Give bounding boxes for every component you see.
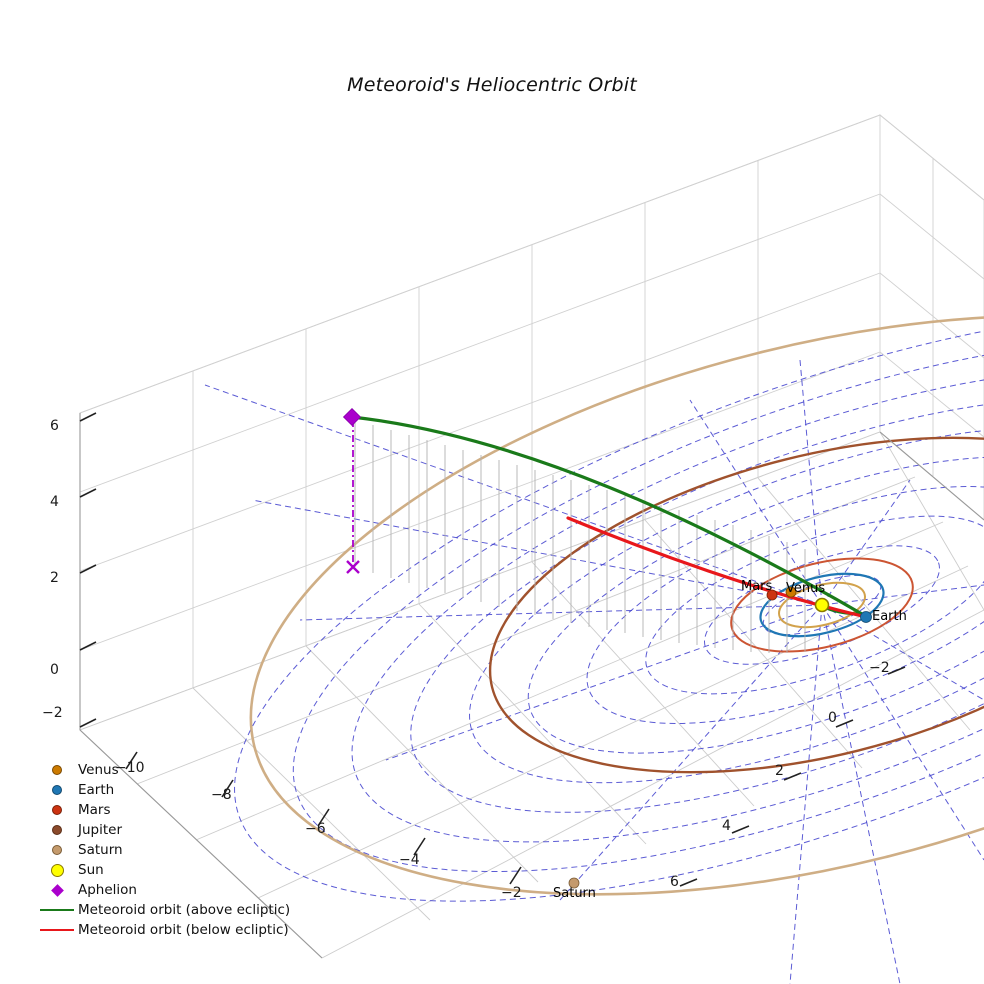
label-mars: Mars	[741, 579, 773, 594]
legend-label-sun: Sun	[78, 862, 104, 878]
y-tick-label-2: 2	[775, 763, 784, 779]
legend-item-venus[interactable]: Venus	[36, 760, 336, 780]
axis-spines	[79, 413, 984, 959]
jupiter-dot-icon	[36, 825, 78, 835]
venus-dot-icon	[36, 765, 78, 775]
y-tick-label-0: −2	[869, 660, 890, 676]
x-tick-label-3: −4	[399, 852, 420, 868]
axes-pane-floor	[80, 432, 984, 984]
x-tick-label-1: −8	[211, 787, 232, 803]
z-tick-label-4: 4	[50, 494, 59, 510]
x-tick-label-4: −2	[501, 885, 522, 901]
label-venus: Venus	[786, 581, 826, 596]
planet-marker-venus	[785, 586, 797, 598]
y-tick-label-3: 4	[722, 818, 731, 834]
orbit-mars	[730, 557, 914, 653]
meteoroid-droplines	[354, 420, 806, 653]
legend-item-sun[interactable]: Sun	[36, 860, 336, 880]
label-earth: Earth	[872, 609, 907, 624]
z-tick-label-m2: −2	[42, 705, 63, 721]
legend-item-earth[interactable]: Earth	[36, 780, 336, 800]
orbit-venus	[778, 581, 866, 629]
z-tick-label-0: 0	[50, 662, 59, 678]
axes-grid-left-wall	[79, 114, 881, 731]
legend-label-aphelion: Aphelion	[78, 882, 137, 898]
aphelion-diamond-icon	[36, 883, 78, 897]
legend-label-saturn: Saturn	[78, 842, 123, 858]
legend-item-mars[interactable]: Mars	[36, 800, 336, 820]
x-tick-label-0: −10	[115, 760, 145, 776]
y-tick-label-1: 0	[828, 710, 837, 726]
legend-label-orbit-below: Meteoroid orbit (below ecliptic)	[78, 922, 289, 938]
planet-marker-earth	[860, 611, 872, 623]
legend-item-jupiter[interactable]: Jupiter	[36, 820, 336, 840]
earth-dot-icon	[36, 785, 78, 795]
green-line-icon	[36, 909, 78, 911]
planet-marker-saturn	[568, 877, 580, 889]
orbit-earth	[759, 572, 885, 638]
legend: Venus Earth Mars Jupiter Saturn	[36, 760, 336, 940]
sun-icon	[36, 863, 78, 877]
legend-item-aphelion[interactable]: Aphelion	[36, 880, 336, 900]
legend-label-venus: Venus	[78, 762, 119, 778]
legend-item-saturn[interactable]: Saturn	[36, 840, 336, 860]
legend-label-orbit-above: Meteoroid orbit (above ecliptic)	[78, 902, 291, 918]
aphelion-marker	[342, 407, 362, 427]
z-axis-ticks	[79, 412, 97, 728]
mars-dot-icon	[36, 805, 78, 815]
label-saturn: Saturn	[553, 886, 596, 901]
z-tick-label-6: 6	[50, 418, 59, 434]
y-tick-label-4: 6	[670, 874, 679, 890]
saturn-dot-icon	[36, 845, 78, 855]
planet-marker-mars	[766, 589, 778, 601]
legend-label-mars: Mars	[78, 802, 111, 818]
z-tick-label-2: 2	[50, 570, 59, 586]
legend-label-earth: Earth	[78, 782, 115, 798]
orbit-saturn	[249, 314, 984, 896]
orbit-jupiter	[488, 436, 984, 774]
page-title: Meteoroid's Heliocentric Orbit	[347, 74, 637, 96]
aphelion-projection-marker	[346, 560, 360, 574]
x-axis-ticks	[125, 751, 522, 885]
legend-item-orbit-below[interactable]: Meteoroid orbit (below ecliptic)	[36, 920, 336, 940]
y-axis-ticks	[679, 666, 906, 887]
red-line-icon	[36, 929, 78, 931]
polar-grid-radials	[204, 359, 984, 984]
legend-item-orbit-above[interactable]: Meteoroid orbit (above ecliptic)	[36, 900, 336, 920]
legend-label-jupiter: Jupiter	[78, 822, 123, 838]
sun-marker	[814, 597, 830, 613]
x-tick-label-2: −6	[305, 821, 326, 837]
